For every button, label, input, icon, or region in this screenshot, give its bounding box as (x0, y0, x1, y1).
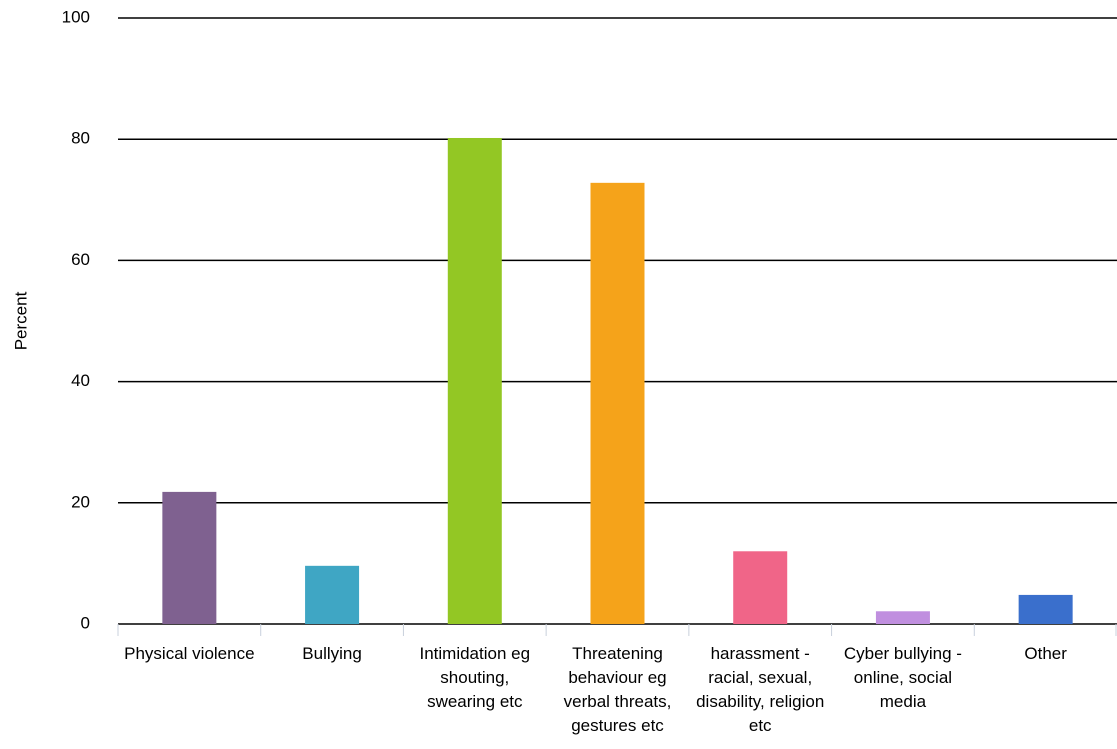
x-tick-label: Bullying (302, 644, 362, 663)
bar (733, 551, 788, 624)
y-tick-label: 40 (71, 371, 90, 390)
bar (1018, 594, 1073, 624)
x-tick-label: Other (1024, 644, 1067, 663)
y-tick-label: 20 (71, 492, 90, 511)
y-tick-label: 60 (71, 250, 90, 269)
x-tick-label: Threatening behaviour eg verbal threats,… (563, 644, 672, 735)
y-tick-label: 100 (62, 7, 90, 26)
x-tick-label: Physical violence (124, 644, 255, 663)
x-tick-label: Intimidation eg shouting, swearing etc (419, 644, 531, 711)
bar (162, 491, 217, 624)
y-tick-label: 0 (81, 613, 90, 632)
bar (447, 137, 502, 624)
x-tick-label: harassment - racial, sexual, disability,… (696, 644, 825, 735)
bar (590, 182, 645, 624)
y-axis-label: Percent (11, 291, 30, 350)
bar (305, 565, 360, 624)
x-tick-label: Cyber bullying - online, social media (843, 644, 962, 711)
bar (875, 611, 930, 624)
y-tick-label: 80 (71, 129, 90, 148)
